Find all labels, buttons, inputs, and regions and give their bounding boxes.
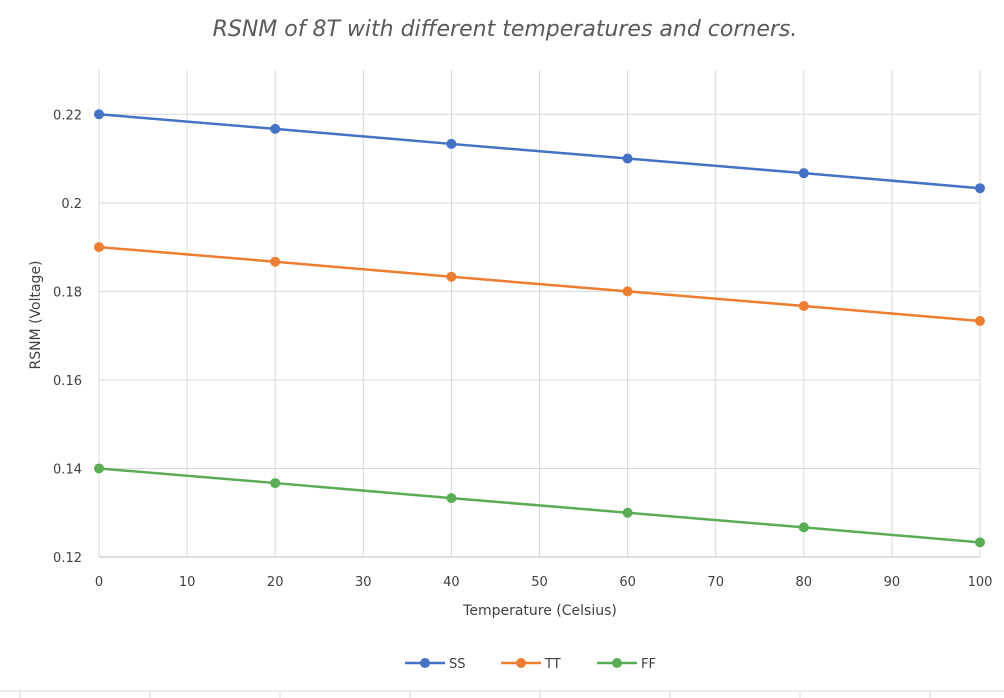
x-tick-label: 60 bbox=[619, 575, 636, 590]
x-tick-label: 20 bbox=[267, 575, 284, 590]
data-point-ss bbox=[270, 123, 281, 134]
bottom-divider bbox=[0, 690, 1004, 698]
data-point-ff bbox=[270, 478, 281, 489]
x-axis-label: Temperature (Celsius) bbox=[462, 603, 617, 619]
data-point-ff bbox=[446, 493, 457, 504]
series-line-ss bbox=[98, 113, 981, 190]
legend: SS TT FF bbox=[405, 657, 656, 672]
y-tick-labels: 0.12 0.14 0.16 0.18 0.2 0.22 bbox=[53, 108, 82, 566]
x-tick-label: 40 bbox=[443, 575, 460, 590]
legend-label-ff: FF bbox=[641, 657, 656, 672]
x-tick-labels: 0 10 20 30 40 50 60 70 80 90 100 bbox=[95, 575, 993, 590]
x-tick-label: 50 bbox=[531, 575, 548, 590]
x-tick-label: 0 bbox=[95, 575, 103, 590]
y-tick-label: 0.16 bbox=[53, 374, 82, 389]
y-tick-label: 0.2 bbox=[61, 197, 82, 212]
x-tick-label: 30 bbox=[355, 575, 372, 590]
x-tick-label: 70 bbox=[707, 575, 724, 590]
data-point-ss bbox=[622, 153, 633, 164]
legend-label-tt: TT bbox=[544, 657, 561, 672]
y-tick-label: 0.18 bbox=[53, 285, 82, 300]
data-point-ss bbox=[446, 138, 457, 149]
y-tick-label: 0.22 bbox=[53, 108, 82, 123]
legend-marker-tt bbox=[516, 658, 526, 668]
y-axis-label: RSNM (Voltage) bbox=[28, 260, 44, 369]
data-point-tt bbox=[446, 271, 457, 282]
data-point-ff bbox=[94, 463, 104, 474]
x-tick-label: 90 bbox=[884, 575, 901, 590]
data-point-ff bbox=[975, 537, 985, 548]
data-point-tt bbox=[622, 286, 633, 297]
data-point-tt bbox=[94, 242, 104, 253]
grid-lines bbox=[98, 70, 981, 558]
chart-title: RSNM of 8T with different temperatures a… bbox=[213, 17, 798, 42]
data-point-ss bbox=[94, 109, 104, 120]
x-tick-label: 100 bbox=[968, 575, 993, 590]
series-line-ff bbox=[98, 467, 981, 544]
x-tick-label: 80 bbox=[796, 575, 813, 590]
legend-label-ss: SS bbox=[449, 657, 466, 672]
data-point-tt bbox=[798, 300, 809, 311]
series-group bbox=[94, 109, 985, 548]
data-point-tt bbox=[270, 256, 281, 267]
data-point-ff bbox=[622, 507, 633, 518]
legend-marker-ss bbox=[420, 658, 430, 668]
legend-marker-ff bbox=[612, 658, 622, 668]
data-point-ss bbox=[798, 168, 809, 179]
x-tick-label: 10 bbox=[179, 575, 196, 590]
y-tick-label: 0.14 bbox=[53, 462, 82, 477]
data-point-ff bbox=[798, 522, 809, 533]
data-point-ss bbox=[975, 183, 985, 194]
y-tick-label: 0.12 bbox=[53, 551, 82, 566]
data-point-tt bbox=[975, 316, 985, 327]
series-line-tt bbox=[98, 245, 981, 323]
